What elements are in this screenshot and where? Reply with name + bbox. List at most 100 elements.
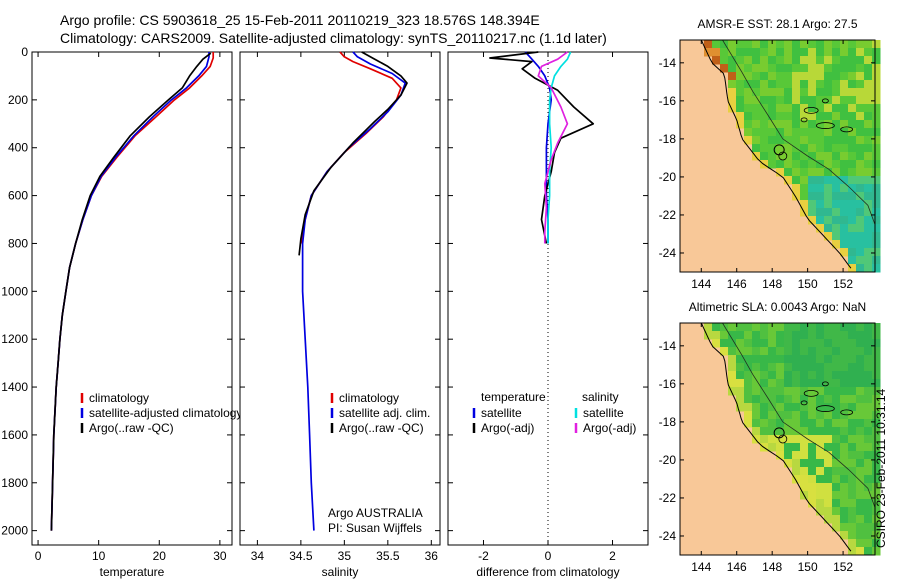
reef-outline <box>821 98 829 104</box>
ocean-cell <box>872 200 881 209</box>
ocean-cell <box>864 467 873 476</box>
ocean-cell <box>816 379 825 388</box>
ocean-cell <box>848 120 857 129</box>
map-title: AMSR-E SST: 28.1 Argo: 27.5 <box>697 17 857 31</box>
ocean-cell <box>824 152 833 161</box>
ocean-cell <box>720 48 729 57</box>
ocean-cell <box>816 435 825 444</box>
ocean-cell <box>792 451 801 460</box>
ocean-cell <box>768 144 777 153</box>
ocean-cell <box>792 475 801 484</box>
ocean-cell <box>816 411 825 420</box>
ocean-cell <box>872 184 881 193</box>
ocean-cell <box>848 104 857 113</box>
ocean-cell <box>832 48 841 57</box>
y-tick-label: 1800 <box>1 476 28 490</box>
ocean-cell <box>848 331 857 340</box>
ocean-cell <box>832 176 841 185</box>
ocean-cell <box>824 371 833 380</box>
ocean-cell <box>784 80 793 89</box>
ocean-cell <box>864 64 873 73</box>
ocean-cell <box>752 331 761 340</box>
x-axis-label: difference from climatology <box>476 565 619 579</box>
ocean-cell <box>760 435 769 444</box>
ocean-cell <box>744 339 753 348</box>
ocean-cell <box>824 467 833 476</box>
ocean-cell <box>760 104 769 113</box>
ocean-cell <box>736 64 745 73</box>
ocean-cell <box>872 264 881 273</box>
ocean-cell <box>824 216 833 225</box>
ocean-cell <box>848 80 857 89</box>
ocean-cell <box>856 152 865 161</box>
ocean-cell <box>832 200 841 209</box>
ocean-cell <box>784 88 793 97</box>
ocean-cell <box>792 467 801 476</box>
ocean-cell <box>824 224 833 233</box>
ocean-cell <box>848 96 857 105</box>
ocean-cell <box>832 387 841 396</box>
ocean-cell <box>792 387 801 396</box>
legend-label: satellite <box>481 406 522 420</box>
ocean-cell <box>752 104 761 113</box>
ocean-cell <box>792 459 801 468</box>
ocean-cell <box>808 339 817 348</box>
ocean-cell <box>848 248 857 257</box>
ocean-cell <box>800 96 809 105</box>
ocean-cell <box>792 355 801 364</box>
ocean-cell <box>840 331 849 340</box>
x-tick-label: 20 <box>153 549 167 563</box>
ocean-cell <box>816 331 825 340</box>
ocean-cell <box>792 40 801 49</box>
ocean-cell <box>864 323 873 332</box>
ocean-cell <box>744 323 753 332</box>
ocean-cell <box>832 483 841 492</box>
ocean-cell <box>872 539 881 548</box>
ocean-cell <box>832 331 841 340</box>
ocean-cell <box>872 331 881 340</box>
ocean-cell <box>824 355 833 364</box>
map-y-tick-label: -18 <box>659 415 677 429</box>
ocean-cell <box>872 96 881 105</box>
ocean-cell <box>760 56 769 65</box>
ocean-cell <box>864 40 873 49</box>
ocean-cell <box>752 128 761 137</box>
ocean-cell <box>832 451 841 460</box>
ocean-cell <box>864 80 873 89</box>
ocean-cell <box>832 411 841 420</box>
ocean-cell <box>872 56 881 65</box>
ocean-cell <box>816 475 825 484</box>
ocean-cell <box>744 104 753 113</box>
ocean-cell <box>832 64 841 73</box>
y-tick-label: 1600 <box>1 428 28 442</box>
ocean-cell <box>832 208 841 217</box>
ocean-cell <box>816 200 825 209</box>
ocean-cell <box>816 120 825 129</box>
ocean-cell <box>792 395 801 404</box>
ocean-cell <box>704 323 713 332</box>
ocean-cell <box>816 347 825 356</box>
ocean-cell <box>760 411 769 420</box>
ocean-cell <box>824 120 833 129</box>
ocean-cell <box>720 331 729 340</box>
panel-temperature: 0 10 20 30 temperature 0 200 400 600 800 1000 1200 1… <box>1 45 242 579</box>
ocean-cell <box>760 339 769 348</box>
ocean-cell <box>800 152 809 161</box>
ocean-cell <box>824 112 833 121</box>
ocean-cell <box>800 120 809 129</box>
ocean-cell <box>856 56 865 65</box>
map-y-tick-label: -22 <box>659 491 677 505</box>
ocean-cell <box>848 168 857 177</box>
ocean-cell <box>768 152 777 161</box>
ocean-cell <box>800 363 809 372</box>
ocean-cell <box>848 136 857 145</box>
ocean-cell <box>840 379 849 388</box>
pi-label: PI: Susan Wijffels <box>328 521 422 535</box>
ocean-cell <box>864 363 873 372</box>
ocean-cell <box>824 144 833 153</box>
ocean-cell <box>768 323 777 332</box>
ocean-cell <box>864 208 873 217</box>
ocean-cell <box>832 347 841 356</box>
legend-label: satellite-adjusted climatology <box>89 406 242 420</box>
